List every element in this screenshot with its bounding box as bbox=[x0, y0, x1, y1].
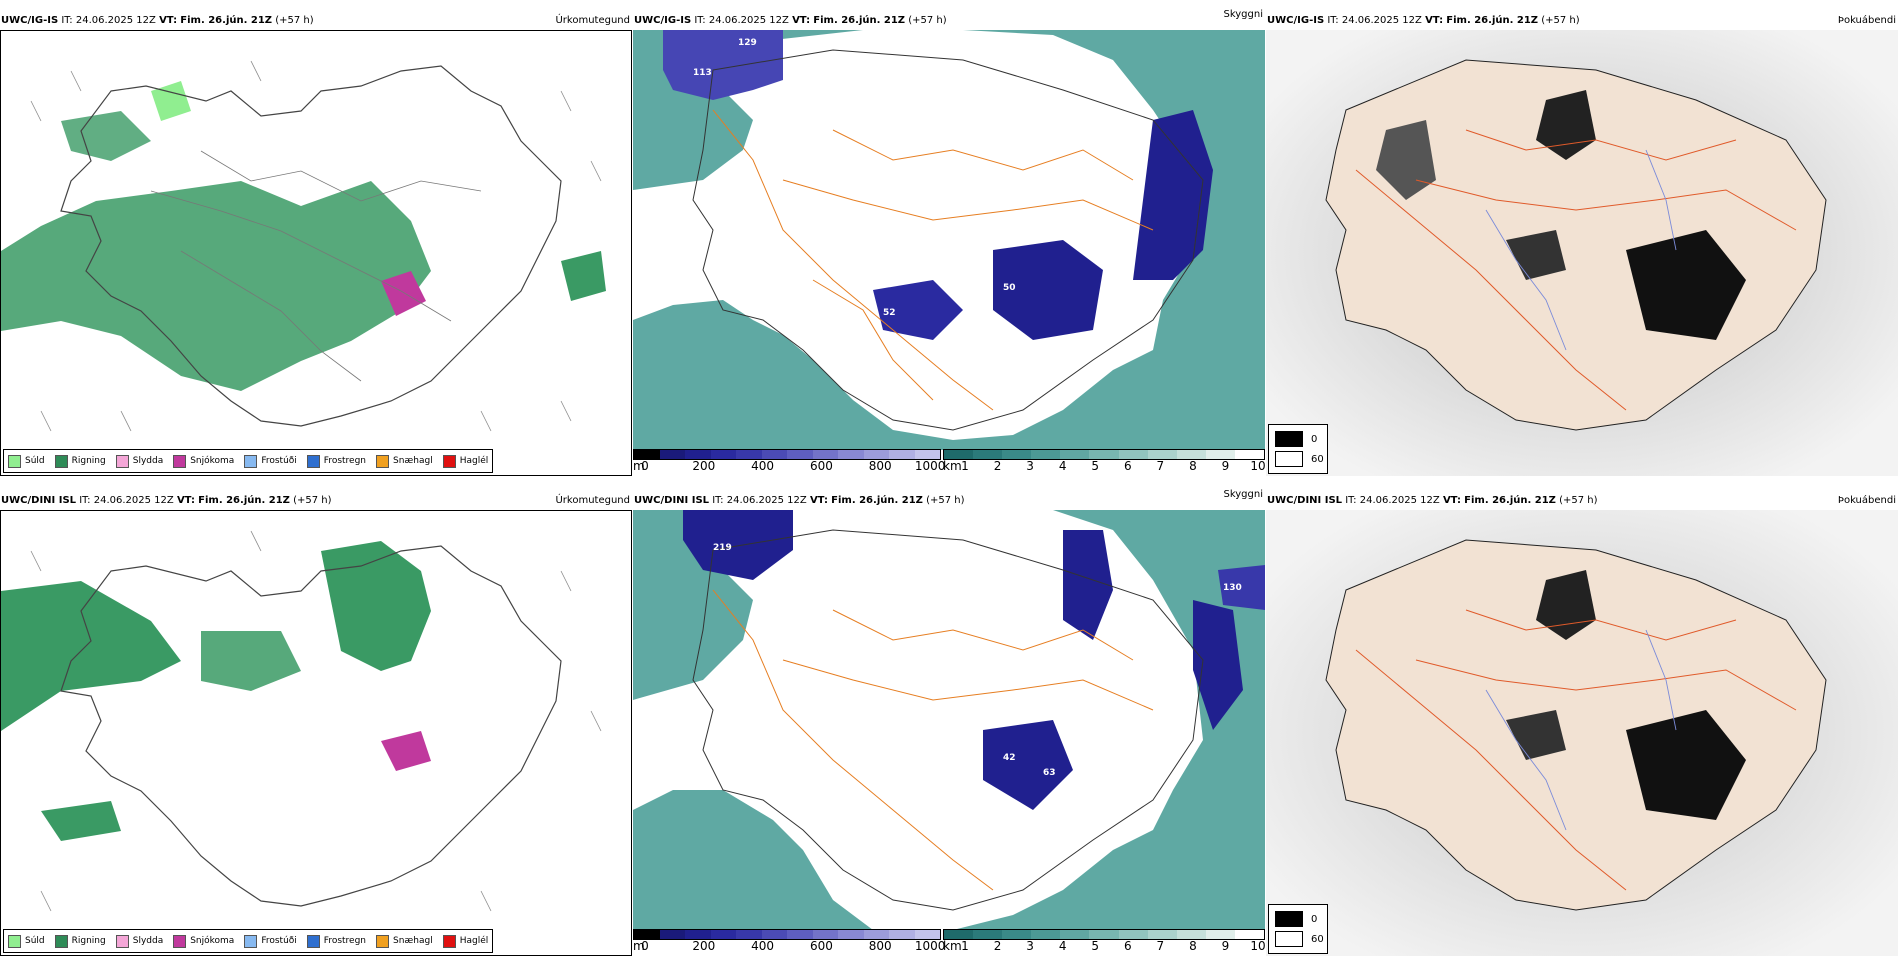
precip-legend: Súld Rigning Slydda Snjókoma Frostúði Fr… bbox=[3, 449, 494, 473]
init-time: 24.06.2025 12Z bbox=[75, 15, 156, 26]
ceiling-label: 113 bbox=[693, 68, 712, 78]
panel-header: UWC/IG-IS IT: 24.06.2025 12Z VT: Fim. 26… bbox=[1266, 12, 1898, 30]
fog-legend: 0 60 bbox=[1268, 424, 1328, 474]
panel-title: Úrkomutegund bbox=[555, 495, 630, 506]
swatch-rigning bbox=[54, 454, 68, 468]
panel-header: UWC/DINI ISL IT: 24.06.2025 12Z VT: Fim.… bbox=[0, 492, 632, 510]
ceiling-label: 63 bbox=[1043, 768, 1056, 778]
panel-header: UWC/IG-IS IT: 24.06.2025 12Z VT: Fim. 26… bbox=[633, 9, 1265, 30]
cloud-map[interactable]: 219 130 42 63 bbox=[633, 510, 1265, 956]
swatch-snaehagl bbox=[376, 454, 390, 468]
vis-unit: km bbox=[943, 459, 962, 473]
panel-title: Þokuábendi bbox=[1837, 495, 1896, 506]
ceiling-label: 42 bbox=[1003, 753, 1016, 763]
fog-legend: 0 60 bbox=[1268, 904, 1328, 954]
panel-header: UWC/DINI ISL IT: 24.06.2025 12Z VT: Fim.… bbox=[633, 489, 1265, 510]
panel-title: Skyggni bbox=[1223, 489, 1263, 500]
swatch-haglel bbox=[442, 454, 456, 468]
panel-header: UWC/DINI ISL IT: 24.06.2025 12Z VT: Fim.… bbox=[1266, 492, 1898, 510]
ceiling-label: 219 bbox=[713, 543, 732, 553]
cloud-map[interactable]: 113 129 50 52 bbox=[633, 30, 1265, 476]
precip-map[interactable]: Súld Rigning Slydda Snjókoma Frostúði Fr… bbox=[0, 30, 632, 476]
valid-time: Fim. 26.jún. 21Z bbox=[180, 15, 273, 26]
model-name: UWC/IG-IS bbox=[1, 15, 59, 26]
lead-time: (+57 h) bbox=[275, 15, 314, 26]
ceiling-label: 130 bbox=[1223, 583, 1242, 593]
swatch-frostregn bbox=[306, 454, 320, 468]
swatch-suld bbox=[8, 454, 21, 468]
ceiling-strip bbox=[633, 449, 941, 460]
vis-strip bbox=[943, 449, 1265, 460]
ceiling-label: 52 bbox=[883, 308, 896, 318]
ceiling-label: 50 bbox=[1003, 283, 1016, 293]
model-name: UWC/DINI ISL bbox=[1, 495, 77, 506]
panel-title: Þokuábendi bbox=[1837, 15, 1896, 26]
ceiling-label: 129 bbox=[738, 38, 757, 48]
fog-swatch-0 bbox=[1275, 431, 1303, 447]
swatch-slydda bbox=[115, 454, 129, 468]
fog-swatch-60 bbox=[1275, 451, 1303, 467]
swatch-snjokoma bbox=[173, 454, 187, 468]
precip-legend: Súld Rigning Slydda Snjókoma Frostúði Fr… bbox=[3, 929, 494, 953]
ceiling-unit: m bbox=[633, 459, 645, 473]
panel-header: UWC/IG-IS IT: 24.06.2025 12Z VT: Fim. 26… bbox=[0, 12, 632, 30]
panel-title: Skyggni bbox=[1223, 9, 1263, 20]
fog-map[interactable]: 0 60 bbox=[1266, 30, 1898, 476]
panel-title: Úrkomutegund bbox=[555, 15, 630, 26]
precip-map[interactable]: Súld Rigning Slydda Snjókoma Frostúði Fr… bbox=[0, 510, 632, 956]
fog-map[interactable]: 0 60 bbox=[1266, 510, 1898, 956]
swatch-frostudi bbox=[244, 454, 258, 468]
